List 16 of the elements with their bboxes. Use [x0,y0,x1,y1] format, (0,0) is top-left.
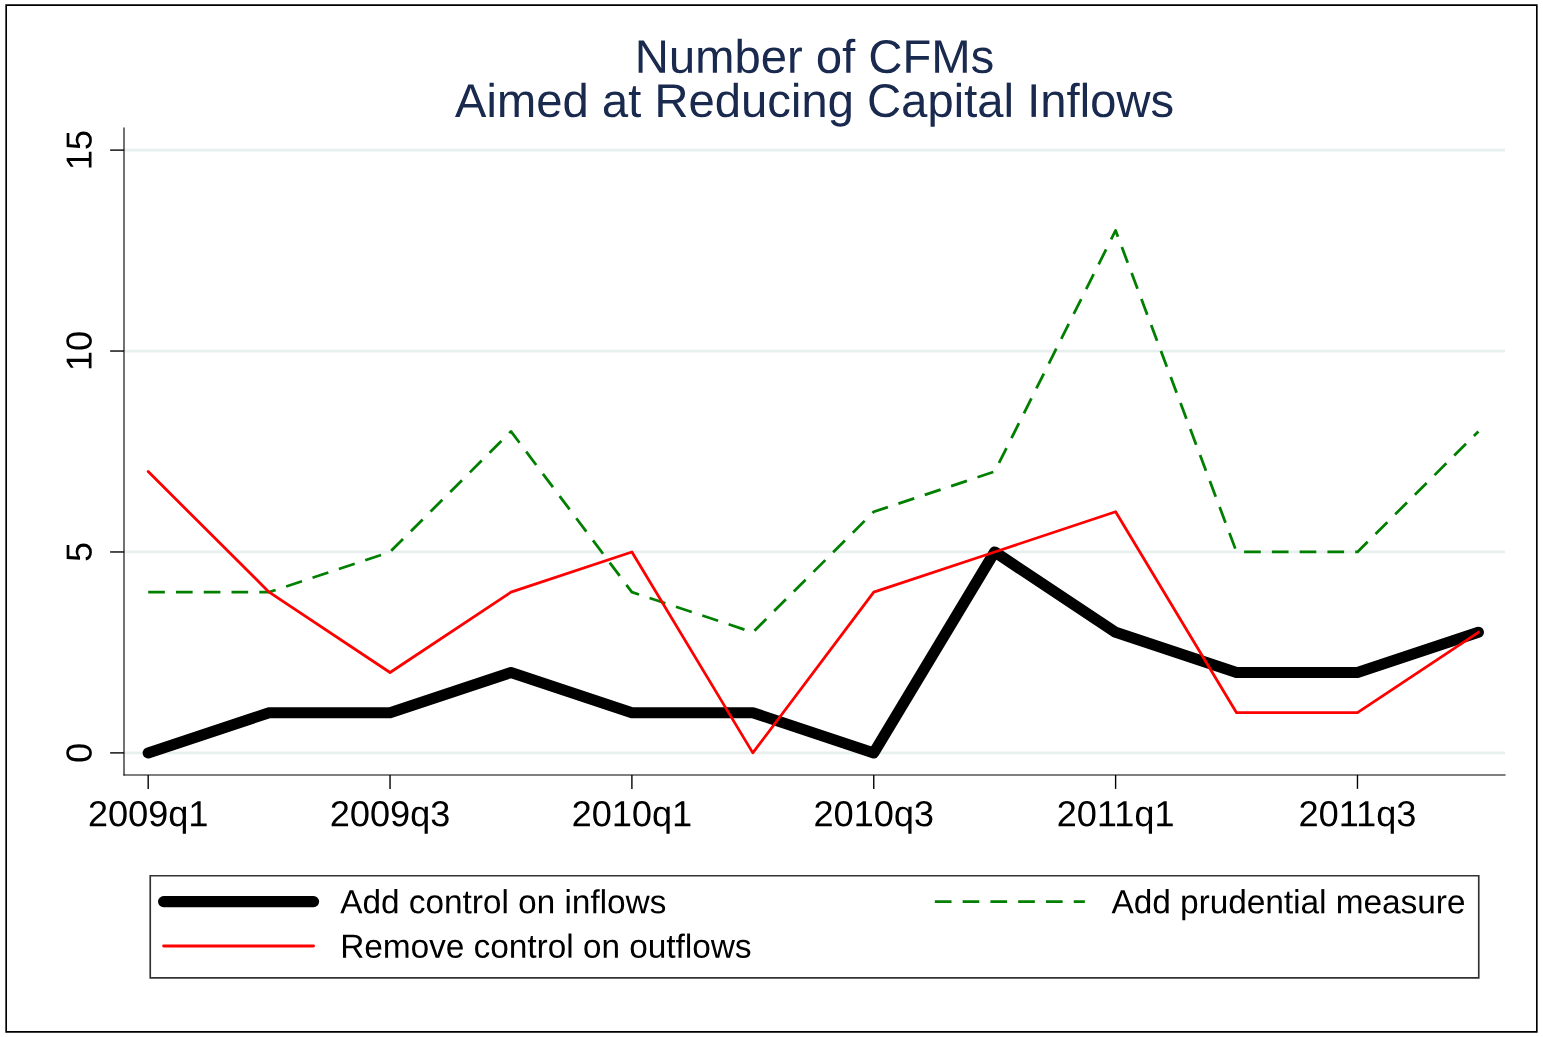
x-tick-label: 2009q3 [331,800,449,834]
legend-label: Remove control on outflows [342,933,751,958]
x-tick-label: 2009q1 [89,800,207,834]
y-tick-label: 10 [66,332,92,369]
y-tick-label: 15 [66,131,92,168]
line-series [146,470,1480,755]
line-series [146,229,1480,634]
chart-title: Number of CFMs Aimed at Reducing Capital Inflows [455,38,1173,127]
x-tick-label: 2010q3 [815,800,933,834]
x-tick-label: 2011q1 [1058,800,1173,834]
x-tick-label: 2011q3 [1300,800,1415,834]
y-tick-label: 0 [66,744,92,762]
legend-label: Add control on inflows [340,889,666,914]
legend-label: Add prudential measure [1111,889,1464,921]
y-tick-label: 5 [66,543,92,561]
x-tick-label: 2010q1 [573,800,691,834]
